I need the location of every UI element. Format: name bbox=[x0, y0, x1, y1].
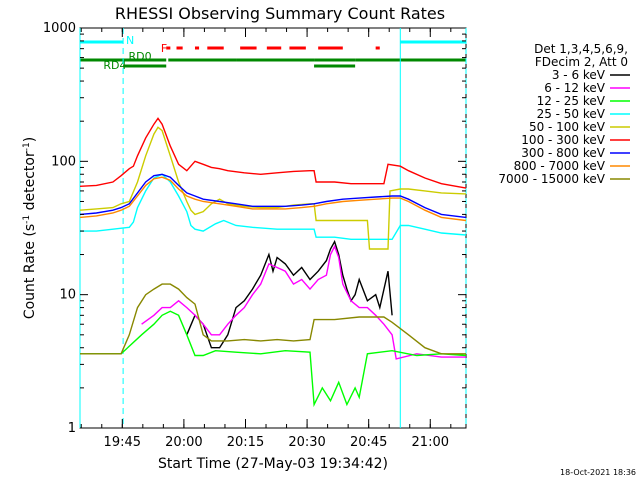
legend-label: 7000 - 15000 keV bbox=[498, 172, 605, 186]
x-tick-label: 20:45 bbox=[350, 435, 387, 450]
legend-label: 6 - 12 keV bbox=[544, 81, 606, 95]
y-tick-label: 1 bbox=[68, 421, 76, 436]
footer-timestamp: 18-Oct-2021 18:36 bbox=[560, 468, 636, 477]
series-line-1 bbox=[141, 244, 466, 360]
x-tick-label: 21:00 bbox=[412, 435, 449, 450]
series-line-5 bbox=[79, 117, 467, 189]
y-tick-label: 1000 bbox=[43, 21, 76, 36]
legend: Det 1,3,4,5,6,9, FDecim 2, Att 0 3 - 6 k… bbox=[498, 42, 630, 186]
x-tick-label: 20:15 bbox=[227, 435, 264, 450]
plot-frame bbox=[79, 27, 467, 429]
legend-label: 50 - 100 keV bbox=[529, 120, 606, 134]
y-axis: 1 10 100 1000 bbox=[43, 21, 466, 436]
series-line-7 bbox=[79, 176, 467, 222]
flare-label: F bbox=[161, 42, 167, 55]
x-tick-label: 20:00 bbox=[165, 435, 202, 450]
series-lines bbox=[79, 117, 467, 408]
legend-label: 12 - 25 keV bbox=[537, 94, 606, 108]
x-axis: 19:45 20:00 20:15 20:30 20:45 21:00 bbox=[80, 28, 452, 450]
rd0-label: RD0 bbox=[128, 50, 151, 63]
legend-label: 800 - 7000 keV bbox=[514, 159, 606, 173]
x-tick-label: 19:45 bbox=[104, 435, 141, 450]
instrument-boundary-lines bbox=[79, 28, 467, 428]
legend-label: 300 - 800 keV bbox=[521, 146, 605, 160]
y-axis-label: Count Rate (s-1 detector-1) bbox=[22, 137, 38, 319]
series-line-4 bbox=[79, 126, 467, 250]
rd4-label: RD4 bbox=[103, 59, 126, 72]
legend-header-line-2: FDecim 2, Att 0 bbox=[535, 55, 628, 69]
series-line-0 bbox=[186, 239, 393, 349]
legend-label: 100 - 300 keV bbox=[521, 133, 605, 147]
legend-label: 25 - 50 keV bbox=[537, 107, 606, 121]
x-axis-label: Start Time (27-May-03 19:34:42) bbox=[158, 456, 388, 472]
night-label: N bbox=[126, 34, 134, 47]
chart-title: RHESSI Observing Summary Count Rates bbox=[115, 4, 445, 23]
legend-header-line-1: Det 1,3,4,5,6,9, bbox=[534, 42, 628, 56]
series-line-8 bbox=[80, 283, 466, 355]
x-tick-label: 20:30 bbox=[288, 435, 325, 450]
y-tick-label: 100 bbox=[51, 154, 76, 169]
y-tick-label: 10 bbox=[59, 288, 76, 303]
legend-label: 3 - 6 keV bbox=[552, 68, 606, 82]
series-line-6 bbox=[79, 173, 467, 219]
series-line-2 bbox=[80, 310, 467, 408]
